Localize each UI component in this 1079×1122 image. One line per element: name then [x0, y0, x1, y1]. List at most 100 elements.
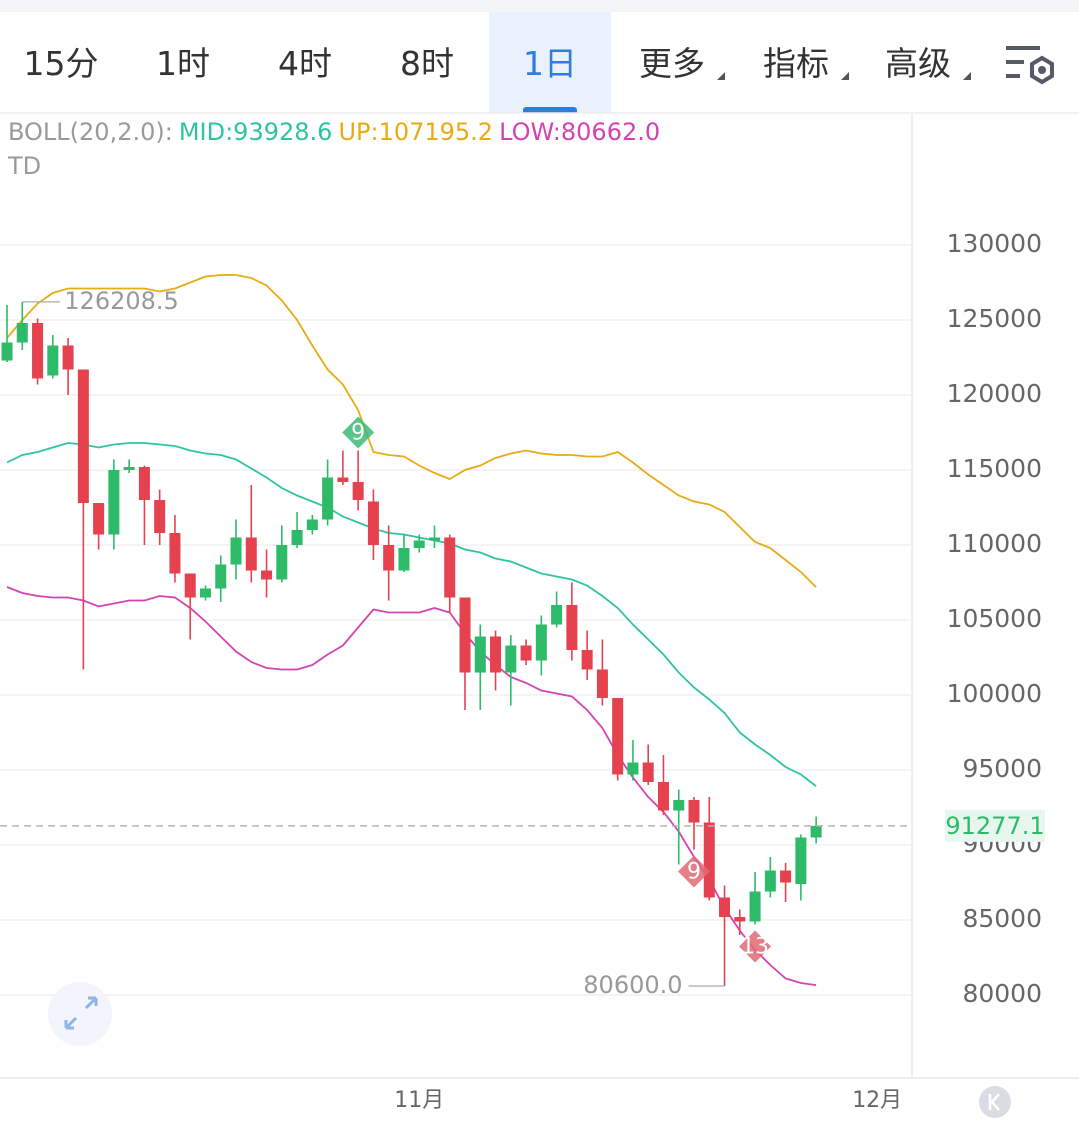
- td-marker: [739, 930, 772, 963]
- candle: [261, 549, 273, 598]
- candle: [32, 318, 44, 385]
- period-tab[interactable]: 1时: [156, 44, 210, 83]
- candle: [703, 797, 715, 901]
- period-tab[interactable]: 指标: [735, 12, 857, 113]
- candle: [276, 525, 288, 583]
- candle: [322, 459, 334, 526]
- legend-entry: LOW:80662.0: [499, 118, 661, 146]
- candle-body: [810, 825, 822, 838]
- candle-body: [520, 645, 532, 661]
- candle: [123, 459, 135, 474]
- candle: [581, 630, 593, 681]
- candle: [108, 459, 120, 550]
- indicator-line: [6, 586, 817, 986]
- candle: [627, 740, 639, 781]
- period-tab[interactable]: 8时: [400, 44, 454, 83]
- candle-body: [184, 573, 196, 598]
- y-tick-label: 120000: [947, 379, 1042, 408]
- indicator-header: BOLL(20,2.0): MID:93928.6 UP:107195.2 LOW:8…: [8, 118, 666, 146]
- candle-body: [291, 530, 303, 546]
- candle: [16, 301, 28, 351]
- candle-body: [383, 545, 395, 571]
- candle-body: [215, 564, 227, 589]
- candle: [413, 534, 425, 553]
- candle-body: [138, 467, 150, 501]
- candle: [169, 515, 181, 583]
- candle-body: [16, 323, 28, 343]
- candle: [383, 525, 395, 601]
- candle-body: [688, 800, 700, 823]
- period-tab[interactable]: 15分: [23, 44, 99, 83]
- candle-body: [77, 369, 89, 504]
- expand-button[interactable]: [48, 982, 112, 1046]
- candle-body: [703, 822, 715, 898]
- candle: [154, 489, 166, 546]
- y-tick-label: 130000: [947, 229, 1042, 258]
- candle: [352, 450, 364, 511]
- candle-body: [459, 597, 471, 673]
- candle-body: [581, 650, 593, 670]
- indicator-line: [6, 274, 817, 588]
- td-label: 13: [741, 935, 769, 960]
- y-tick-label: 95000: [962, 754, 1042, 783]
- max-label: 126208.5: [64, 287, 179, 315]
- candle-body: [551, 605, 563, 625]
- x-tick-label: 12月: [852, 1088, 902, 1113]
- legend-entry: MID:93928.6: [178, 118, 333, 146]
- candle-body: [230, 537, 242, 565]
- candle-body: [245, 537, 257, 571]
- last-price-box: [945, 809, 1045, 842]
- candle-body: [642, 762, 654, 783]
- candle: [551, 591, 563, 628]
- scroll-back-button[interactable]: [979, 1086, 1011, 1118]
- candle-body: [428, 537, 440, 541]
- candle: [490, 630, 502, 691]
- candle: [505, 635, 517, 706]
- candle-body: [1, 342, 13, 361]
- candle-body: [505, 645, 517, 673]
- candle-body: [93, 503, 105, 535]
- y-tick-label: 115000: [947, 454, 1042, 483]
- td-label: 9: [351, 421, 365, 446]
- candle-body: [719, 897, 731, 918]
- candle: [795, 834, 807, 901]
- candle-body: [764, 870, 776, 892]
- candle: [306, 515, 318, 535]
- settings-icon[interactable]: [1006, 46, 1054, 85]
- period-tab[interactable]: 更多: [611, 12, 733, 113]
- period-tab[interactable]: 1日: [489, 12, 611, 113]
- candle: [596, 639, 608, 706]
- period-tab[interactable]: 4时: [278, 44, 332, 83]
- candle-body: [154, 500, 166, 534]
- candle-body: [322, 477, 334, 520]
- candle: [47, 335, 59, 379]
- candle-body: [123, 467, 135, 471]
- candle-body: [444, 537, 456, 598]
- candle: [367, 489, 379, 561]
- y-tick-label: 80000: [962, 979, 1042, 1008]
- candle-body: [276, 545, 288, 580]
- indicator-line: [6, 442, 817, 787]
- td-marker: [342, 416, 375, 449]
- candle-body: [398, 548, 410, 571]
- candle: [199, 585, 211, 601]
- candle: [749, 872, 761, 925]
- candle: [138, 465, 150, 546]
- candle: [673, 789, 685, 865]
- candle-body: [566, 605, 578, 651]
- x-tick-label: 11月: [394, 1088, 444, 1113]
- candle-body: [795, 837, 807, 885]
- status-band: [0, 0, 1079, 12]
- period-tab[interactable]: 高级: [857, 12, 979, 113]
- candle: [337, 450, 349, 486]
- candle-body: [734, 917, 746, 922]
- last-price-label: 91277.1: [945, 812, 1044, 840]
- candle-body: [367, 501, 379, 546]
- candle-body: [673, 800, 685, 811]
- y-tick-label: 125000: [947, 304, 1042, 333]
- candle: [780, 863, 792, 903]
- candle-body: [169, 533, 181, 574]
- candle-body: [627, 762, 639, 775]
- candle: [764, 857, 776, 898]
- candle: [642, 744, 654, 786]
